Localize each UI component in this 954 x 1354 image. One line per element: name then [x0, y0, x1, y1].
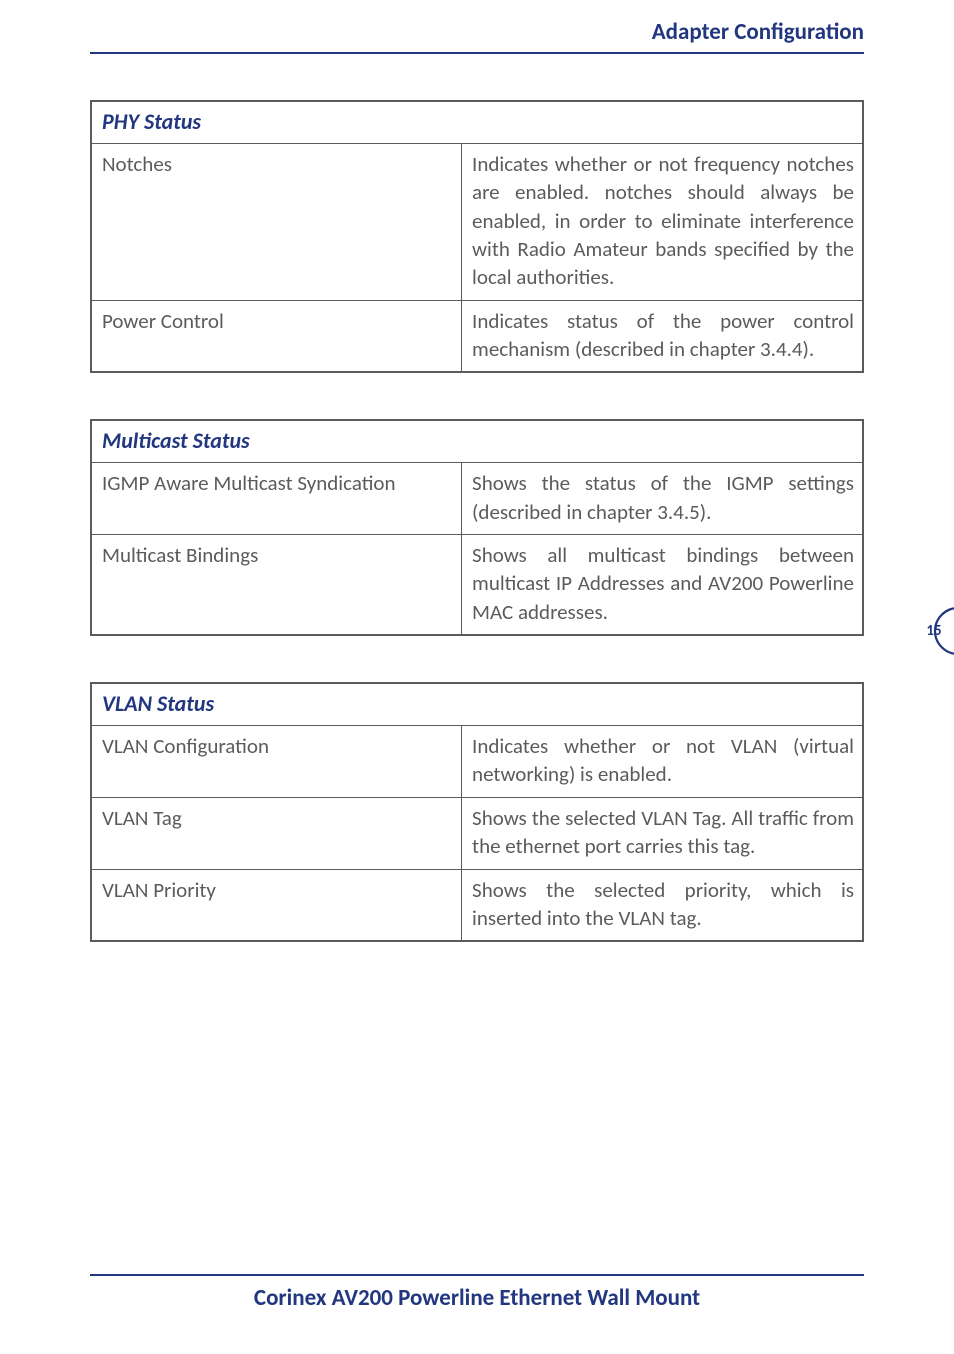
multicast-status-table: Multicast Status IGMP Aware Multicast Sy… [90, 419, 864, 636]
row-label: IGMP Aware Multicast Syndication [91, 463, 462, 535]
row-label: Power Control [91, 300, 462, 372]
row-label: Multicast Bindings [91, 535, 462, 636]
row-label: VLAN Tag [91, 797, 462, 869]
table-row: Multicast Bindings Shows all multicast b… [91, 535, 863, 636]
row-label: VLAN Priority [91, 869, 462, 941]
table-row: IGMP Aware Multicast Syndication Shows t… [91, 463, 863, 535]
vlan-status-heading: VLAN Status [91, 683, 863, 726]
row-desc: Indicates whether or not frequency notch… [462, 144, 863, 301]
row-desc: Shows the selected VLAN Tag. All traffic… [462, 797, 863, 869]
page-header-title: Adapter Configuration [652, 18, 864, 46]
phy-status-heading: PHY Status [91, 101, 863, 144]
page-number: 15 [904, 604, 954, 658]
header-rule [90, 52, 864, 54]
footer-rule [90, 1274, 864, 1276]
content-area: PHY Status Notches Indicates whether or … [90, 100, 864, 988]
row-label: VLAN Configuration [91, 726, 462, 798]
page-number-badge: 15 [904, 604, 954, 658]
row-desc: Shows the status of the IGMP settings (d… [462, 463, 863, 535]
row-label: Notches [91, 144, 462, 301]
row-desc: Shows all multicast bindings between mul… [462, 535, 863, 636]
footer-title: Corinex AV200 Powerline Ethernet Wall Mo… [90, 1284, 864, 1312]
phy-status-table: PHY Status Notches Indicates whether or … [90, 100, 864, 373]
row-desc: Indicates whether or not VLAN (virtual n… [462, 726, 863, 798]
multicast-status-heading: Multicast Status [91, 420, 863, 463]
table-row: VLAN Configuration Indicates whether or … [91, 726, 863, 798]
row-desc: Indicates status of the power control me… [462, 300, 863, 372]
table-row: Power Control Indicates status of the po… [91, 300, 863, 372]
table-row: Notches Indicates whether or not frequen… [91, 144, 863, 301]
table-row: VLAN Tag Shows the selected VLAN Tag. Al… [91, 797, 863, 869]
row-desc: Shows the selected priority, which is in… [462, 869, 863, 941]
page: Adapter Configuration PHY Status Notches… [0, 0, 954, 1354]
table-row: VLAN Priority Shows the selected priorit… [91, 869, 863, 941]
vlan-status-table: VLAN Status VLAN Configuration Indicates… [90, 682, 864, 942]
